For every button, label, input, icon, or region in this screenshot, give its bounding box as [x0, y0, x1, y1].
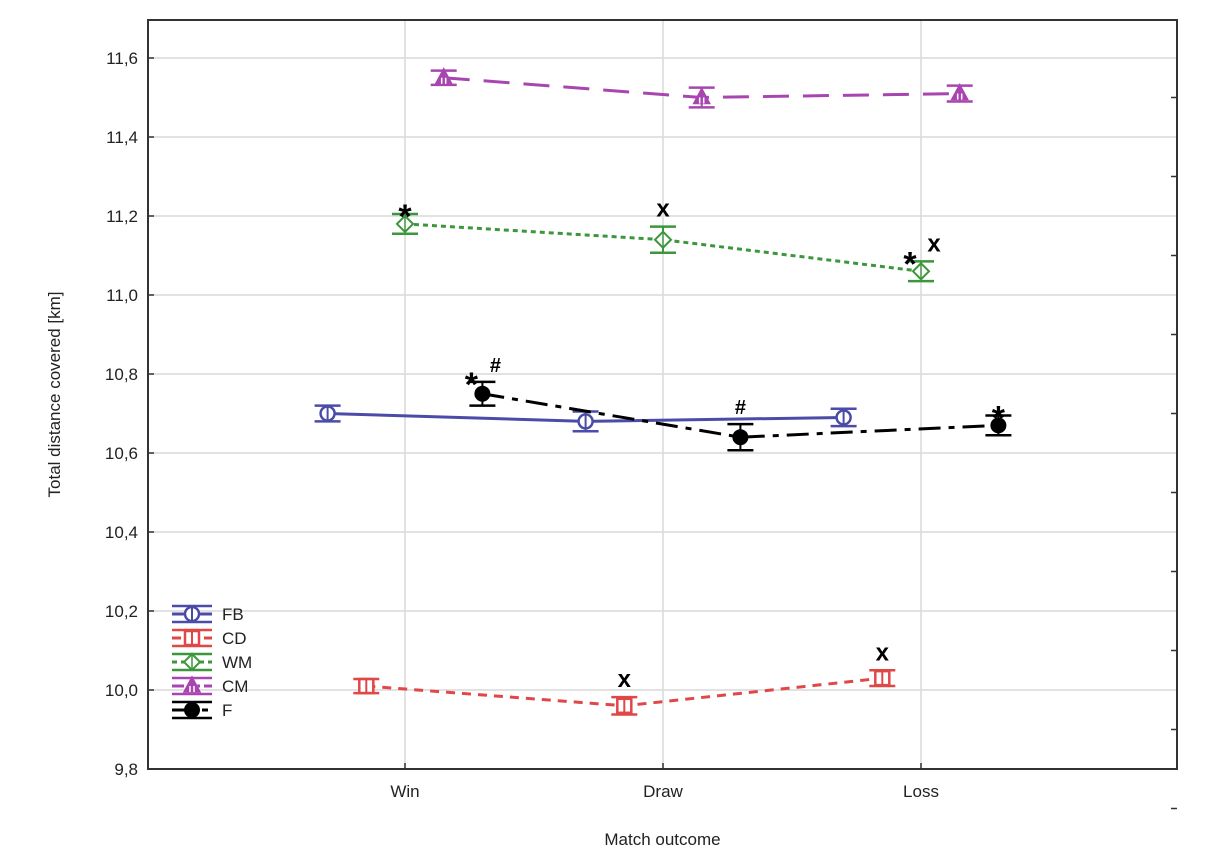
legend-label: FB: [222, 605, 244, 624]
data-point: [319, 405, 336, 422]
y-tick-label: 10,4: [105, 523, 138, 542]
y-axis-title: Total distance covered [km]: [45, 292, 64, 498]
legend-marker: [184, 702, 200, 718]
legend-item-wm: WM: [172, 652, 252, 672]
x-axis-title: Match outcome: [604, 830, 720, 849]
series-wm: * x * x: [392, 196, 941, 283]
legend-marker: [183, 629, 201, 647]
y-axis-ticks: 9,8 10,0 10,2 10,4 10,6 10,8 11,0 11,2 11,4 11,6: [105, 49, 1177, 810]
legend: FB CD WM CM F: [172, 604, 252, 720]
filled-circle-marker: [184, 702, 200, 718]
series-cd: xx: [353, 639, 896, 716]
y-tick-label: 11,0: [106, 286, 138, 305]
legend-item-cm: CM: [172, 675, 248, 696]
significance-annotation: *: [465, 366, 479, 404]
y-tick-label: 10,0: [105, 681, 138, 700]
data-point: [732, 429, 749, 446]
y-tick-label: 10,6: [105, 444, 138, 463]
data-point: [474, 385, 491, 402]
triangle-marker: [950, 82, 969, 101]
significance-annotation: x: [927, 230, 941, 257]
data-point: [911, 261, 931, 281]
y-tick-label: 11,4: [106, 128, 138, 147]
x-tick-label: Draw: [643, 782, 683, 801]
data-point: [874, 669, 891, 687]
triangle-marker: [692, 86, 711, 105]
significance-annotation: x: [618, 666, 632, 693]
data-point: [434, 67, 453, 85]
legend-label: WM: [222, 653, 252, 672]
data-point: [358, 677, 375, 695]
significance-annotation: x: [656, 196, 670, 223]
data-point: [692, 86, 711, 105]
series-cm: [430, 67, 973, 109]
legend-item-fb: FB: [172, 604, 244, 624]
legend-item-cd: CD: [172, 628, 247, 648]
x-axis-ticks: Win Draw Loss: [390, 763, 939, 801]
data-point: [395, 214, 415, 234]
legend-label: CD: [222, 629, 247, 648]
legend-label: CM: [222, 677, 248, 696]
data-point: [653, 230, 673, 250]
data-point: [616, 697, 633, 715]
significance-annotation: *: [992, 399, 1006, 437]
legend-marker: [182, 652, 202, 672]
significance-annotation: x: [876, 639, 890, 666]
legend-label: F: [222, 701, 232, 720]
x-tick-label: Loss: [903, 782, 939, 801]
series-f: * # # *: [465, 355, 1012, 452]
data-point: [990, 417, 1007, 434]
triangle-marker: [182, 675, 202, 693]
legend-marker: [183, 605, 201, 623]
legend-marker: [182, 675, 202, 693]
filled-circle-marker: [732, 429, 749, 446]
filled-circle-marker: [990, 417, 1007, 434]
y-tick-label: 9,8: [114, 760, 138, 779]
y-tick-label: 10,2: [105, 602, 138, 621]
data-point: [950, 82, 969, 101]
significance-annotation: #: [490, 355, 501, 377]
filled-circle-marker: [474, 385, 491, 402]
significance-annotation: *: [398, 198, 412, 236]
y-tick-label: 10,8: [105, 365, 138, 384]
series-layer: xx* x*x* ## *: [314, 67, 1012, 716]
y-tick-label: 11,6: [106, 49, 138, 68]
significance-annotation: *: [903, 245, 917, 283]
data-point: [835, 409, 852, 426]
significance-annotation: #: [735, 397, 746, 419]
series-fb: [314, 404, 857, 433]
grid-lines: [148, 20, 1177, 769]
y-tick-label: 11,2: [106, 207, 138, 226]
legend-item-f: F: [172, 700, 232, 720]
triangle-marker: [434, 67, 453, 85]
x-tick-label: Win: [390, 782, 419, 801]
data-point: [577, 413, 594, 430]
